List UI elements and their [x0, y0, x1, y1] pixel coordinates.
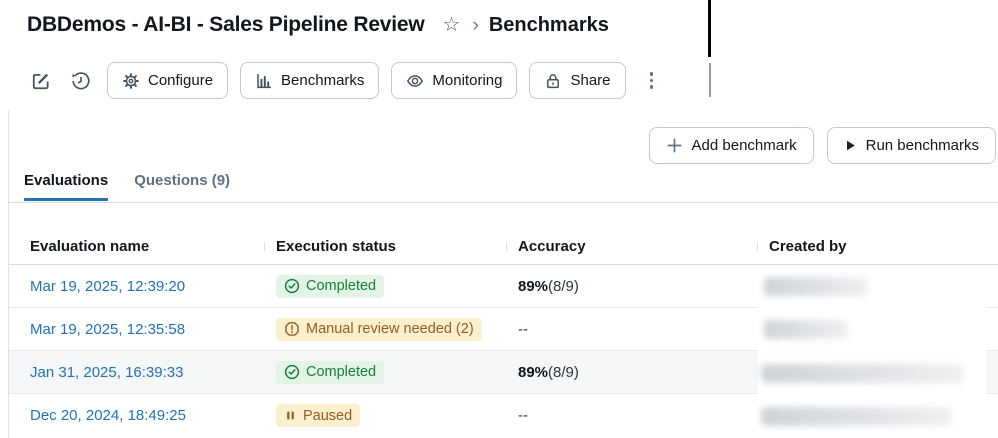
column-header-created-by: Created by: [757, 238, 998, 255]
breadcrumb-current: Benchmarks: [488, 13, 609, 36]
table-header-row: Evaluation name Execution status Accurac…: [9, 228, 998, 265]
status-badge: Paused: [276, 404, 361, 427]
table-row[interactable]: Dec 20, 2024, 18:49:25 Paused --: [9, 394, 998, 437]
accuracy-cell: 89% (8/9): [518, 363, 579, 381]
pause-icon: [284, 409, 297, 422]
status-badge-label: Manual review needed (2): [306, 321, 474, 337]
status-badge-label: Paused: [303, 407, 353, 424]
check-circle-icon: [284, 364, 300, 380]
redacted-created-by: [764, 320, 848, 339]
edit-button[interactable]: [27, 67, 55, 95]
plus-icon: [666, 137, 683, 154]
add-benchmark-button[interactable]: Add benchmark: [648, 127, 814, 164]
benchmark-actions: Add benchmark Run benchmarks: [648, 127, 996, 164]
run-benchmarks-label: Run benchmarks: [865, 137, 979, 154]
column-header-evaluation-name: Evaluation name: [30, 237, 150, 255]
check-circle-icon: [284, 278, 300, 294]
page-header: DBDemos - AI-BI - Sales Pipeline Review …: [27, 13, 609, 37]
share-button[interactable]: Share: [529, 62, 626, 99]
table-row[interactable]: Mar 19, 2025, 12:39:20 Completed 89% (8/…: [9, 265, 998, 308]
share-button-label: Share: [570, 72, 611, 89]
configure-button[interactable]: Configure: [107, 62, 229, 99]
overflow-menu-button[interactable]: [640, 67, 664, 95]
configure-button-label: Configure: [148, 72, 214, 89]
redacted-created-by: [761, 364, 964, 383]
benchmarks-button[interactable]: Benchmarks: [240, 62, 380, 99]
status-badge: Manual review needed (2): [276, 317, 482, 341]
add-benchmark-label: Add benchmark: [691, 137, 797, 154]
warning-octagon-icon: [284, 321, 300, 337]
status-badge: Completed: [276, 274, 385, 298]
lock-icon: [544, 72, 562, 90]
column-header-execution-status: Execution status: [264, 238, 506, 255]
tab-bar: Evaluations Questions (9): [24, 172, 230, 201]
breadcrumb-separator-icon: ›: [472, 14, 479, 36]
crop-artifact-line: [708, 0, 711, 57]
redacted-created-by: [761, 407, 951, 426]
run-benchmarks-button[interactable]: Run benchmarks: [826, 127, 996, 164]
history-icon: [71, 71, 91, 91]
gear-icon: [122, 72, 140, 90]
evaluation-link[interactable]: Dec 20, 2024, 18:49:25: [30, 407, 186, 424]
evaluation-link[interactable]: Mar 19, 2025, 12:35:58: [30, 320, 186, 338]
play-icon: [844, 139, 857, 152]
accuracy-cell: 89% (8/9): [518, 277, 579, 295]
page-title: DBDemos - AI-BI - Sales Pipeline Review: [27, 13, 425, 36]
accuracy-cell: --: [518, 407, 528, 424]
table-row[interactable]: Mar 19, 2025, 12:35:58 Manual review nee…: [9, 308, 998, 351]
edit-icon: [31, 71, 51, 91]
monitoring-button[interactable]: Monitoring: [391, 62, 518, 99]
redacted-created-by: [764, 277, 868, 296]
status-badge: Completed: [276, 360, 385, 384]
status-badge-label: Completed: [306, 364, 377, 380]
evaluation-link[interactable]: Jan 31, 2025, 16:39:33: [30, 363, 184, 381]
evaluation-link[interactable]: Mar 19, 2025, 12:39:20: [30, 277, 186, 295]
tab-divider: [9, 202, 998, 203]
status-badge-label: Completed: [306, 278, 377, 294]
favorite-star-icon[interactable]: ☆: [442, 14, 461, 36]
column-header-accuracy: Accuracy: [506, 238, 757, 255]
kebab-icon: [649, 72, 654, 76]
eye-icon: [406, 72, 424, 90]
monitoring-button-label: Monitoring: [432, 72, 503, 89]
tab-evaluations[interactable]: Evaluations: [24, 172, 109, 201]
crop-artifact-line-2: [709, 63, 711, 97]
tab-questions[interactable]: Questions (9): [134, 172, 231, 189]
bar-chart-icon: [255, 72, 273, 90]
panel-left-border: [8, 110, 9, 438]
toolbar: Configure Benchmarks Monitoring: [27, 62, 664, 99]
benchmarks-button-label: Benchmarks: [281, 72, 365, 89]
accuracy-cell: --: [518, 320, 528, 338]
history-button[interactable]: [67, 67, 95, 95]
